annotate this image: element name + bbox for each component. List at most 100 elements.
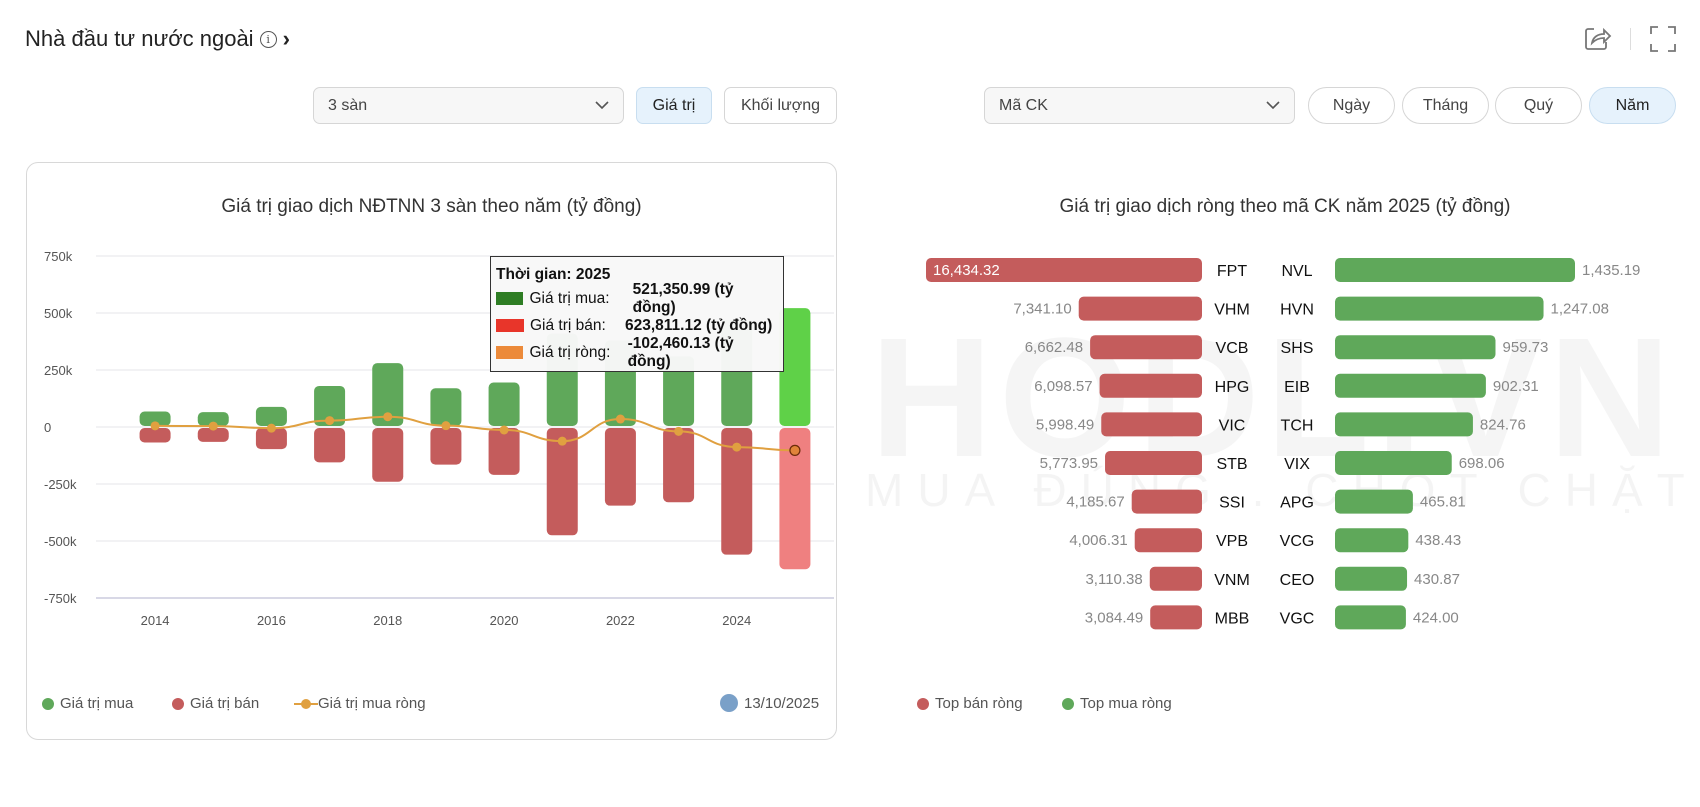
legend-dot [172, 697, 184, 710]
buy-bar [663, 356, 695, 426]
net-point [674, 426, 684, 436]
sell-ticker-label: VIC [1219, 417, 1246, 434]
sell-ticker-label: MBB [1215, 610, 1250, 627]
period-year[interactable]: Năm [1589, 87, 1676, 124]
sell-bar [255, 428, 287, 450]
buy-bar [139, 411, 171, 426]
page-title[interactable]: Nhà đầu tư nước ngoài i › [25, 26, 290, 52]
buy-bar [1335, 296, 1544, 321]
sell-ticker-label: HPG [1215, 379, 1250, 396]
tooltip-title: Thời gian: 2025 [496, 266, 611, 283]
sell-value-label: 5,998.49 [1036, 416, 1094, 433]
volume-button[interactable]: Khối lượng [724, 87, 837, 124]
legend-label: Giá trị mua ròng [318, 695, 426, 712]
net-swatch [496, 346, 524, 359]
x-tick-label: 2020 [490, 613, 519, 628]
period-month[interactable]: Tháng [1402, 87, 1489, 124]
sell-ticker-label: VCB [1216, 340, 1249, 357]
buy-bar [1335, 566, 1408, 591]
refresh-icon[interactable] [720, 694, 738, 712]
sell-bar [1150, 605, 1202, 630]
buy-value-label: 698.06 [1459, 455, 1505, 472]
legend-top-sell[interactable]: Top bán ròng [917, 695, 1023, 712]
legend-label: Giá trị bán [190, 695, 260, 712]
fullscreen-icon[interactable] [1650, 26, 1676, 52]
net-point [499, 425, 509, 435]
sell-value-label: 7,341.10 [1013, 301, 1071, 318]
buy-ticker-label: VCG [1280, 533, 1315, 550]
sell-bar [721, 428, 753, 555]
tooltip-buy-value: 521,350.99 (tỷ đồng) [632, 280, 734, 316]
right-chart-title: Giá trị giao dịch ròng theo mã CK năm 20… [1059, 196, 1511, 217]
legend-top-buy[interactable]: Top mua ròng [1062, 695, 1172, 712]
y-tick-label: 250k [44, 363, 73, 378]
sell-ticker-label: STB [1216, 456, 1247, 473]
ticker-select[interactable]: Mã CK [984, 87, 1295, 124]
buy-value-label: 430.87 [1414, 571, 1460, 588]
exchange-select[interactable]: 3 sàn [313, 87, 624, 124]
buy-value-label: 1,435.19 [1582, 262, 1640, 279]
sell-bar [139, 428, 171, 443]
buy-value-label: 902.31 [1493, 378, 1539, 395]
sell-bar [1149, 566, 1202, 591]
legend-dot [42, 697, 54, 710]
buy-bar [314, 385, 346, 426]
sell-bar [1090, 335, 1202, 360]
share-icon[interactable] [1582, 24, 1612, 54]
sell-bar [372, 428, 404, 482]
sell-ticker-label: VHM [1214, 302, 1250, 319]
ticker-net-chart[interactable]: 16,434.32 FPT 7,341.10 VHM 6,662.48 VCB 6,098.… [870, 250, 1700, 640]
net-point [325, 416, 335, 426]
x-tick-label: 2024 [722, 613, 751, 628]
divider [1630, 28, 1631, 50]
sell-bar [663, 428, 695, 503]
x-tick-label: 2016 [257, 613, 286, 628]
buy-bar [1335, 335, 1496, 360]
sell-bar [1078, 296, 1202, 321]
y-tick-label: 500k [44, 306, 73, 321]
legend-dot [917, 697, 929, 710]
sell-bar [604, 428, 636, 506]
sell-value-label: 16,434.32 [933, 262, 1000, 279]
legend-label: Top mua ròng [1080, 695, 1172, 712]
sell-bar [197, 428, 229, 442]
sell-bar [1134, 528, 1202, 553]
buy-swatch [496, 292, 524, 305]
legend-sell[interactable]: Giá trị bán [172, 695, 259, 712]
chevron-right-icon[interactable]: › [282, 26, 290, 51]
tooltip-net-label: Giá trị ròng: [529, 343, 611, 361]
sell-bar [1099, 373, 1202, 398]
sell-bar [926, 258, 1202, 282]
buy-ticker-label: APG [1280, 495, 1314, 512]
buy-bar [779, 308, 811, 426]
exchange-select-value: 3 sàn [328, 96, 368, 114]
buy-value-label: 438.43 [1415, 532, 1461, 549]
legend-buy[interactable]: Giá trị mua [42, 695, 133, 712]
buy-bar [1335, 373, 1486, 398]
period-day[interactable]: Ngày [1308, 87, 1395, 124]
buy-bar [488, 382, 520, 426]
buy-ticker-label: VIX [1284, 456, 1310, 473]
net-point [383, 412, 393, 422]
foreign-trading-card [26, 162, 837, 740]
legend-net[interactable]: Giá trị mua ròng [294, 695, 426, 712]
net-point [150, 421, 160, 431]
net-point [557, 436, 567, 446]
sell-value-label: 4,006.31 [1069, 532, 1127, 549]
x-tick-label: 2014 [141, 613, 170, 628]
buy-ticker-label: TCH [1281, 417, 1314, 434]
value-button[interactable]: Giá trị [636, 87, 712, 124]
sell-ticker-label: VPB [1216, 533, 1248, 550]
y-tick-label: -250k [44, 477, 77, 492]
buy-ticker-label: HVN [1280, 302, 1314, 319]
sell-value-label: 4,185.67 [1066, 494, 1124, 511]
y-tick-label: -750k [44, 591, 77, 606]
buy-bar [1335, 451, 1452, 475]
x-tick-label: 2022 [606, 613, 635, 628]
info-icon[interactable]: i [259, 30, 277, 48]
period-quarter[interactable]: Quý [1495, 87, 1582, 124]
watermark-slogan: MUA ĐÚNG . CHỐT CHẶT [865, 463, 1699, 517]
net-point [208, 421, 218, 431]
sell-value-label: 6,662.48 [1025, 339, 1083, 356]
x-tick-label: 2018 [373, 613, 402, 628]
